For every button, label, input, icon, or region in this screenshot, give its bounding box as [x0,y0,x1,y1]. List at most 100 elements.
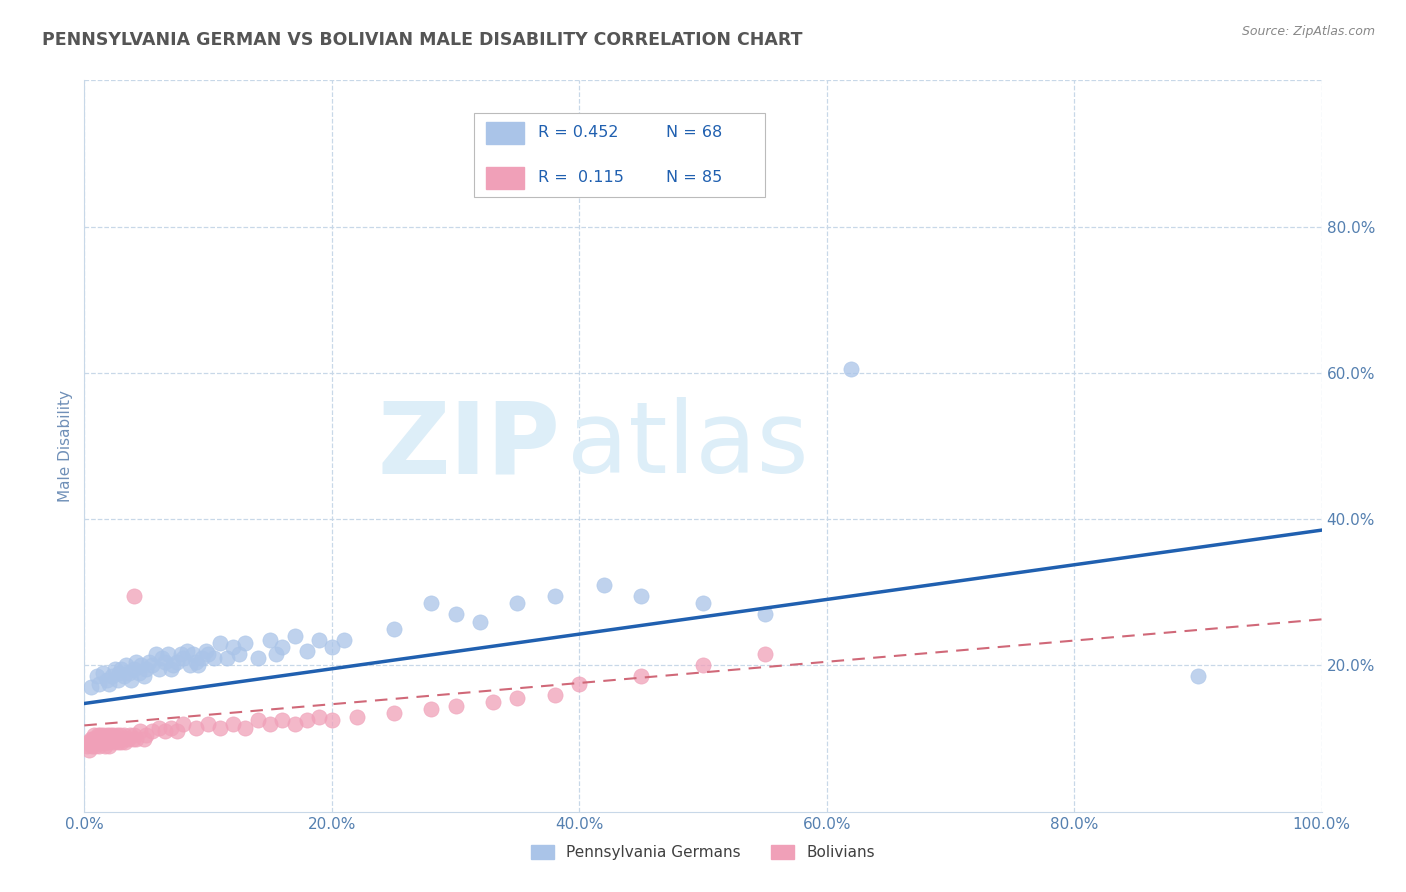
Point [321,640,343,655]
Point [141,658,163,673]
Point [90,731,112,746]
Point [105,728,128,742]
Point [148,662,170,676]
FancyBboxPatch shape [474,113,765,197]
Point [120,673,142,687]
Point [86,735,108,749]
Text: N = 68: N = 68 [666,126,723,140]
Text: R =  0.115: R = 0.115 [538,170,624,185]
Point [841,362,863,376]
Point [117,731,139,746]
Point [630,589,652,603]
Point [160,662,183,676]
Text: Source: ZipAtlas.com: Source: ZipAtlas.com [1241,25,1375,38]
Point [202,651,225,665]
Point [333,632,356,647]
Point [111,731,134,746]
Point [153,655,176,669]
Point [104,662,127,676]
Point [233,636,256,650]
Point [264,648,287,662]
Point [209,636,232,650]
Point [228,648,250,662]
Point [107,735,129,749]
Point [153,724,176,739]
Point [382,622,405,636]
Point [83,735,105,749]
Point [94,739,117,753]
Point [114,735,136,749]
Point [98,731,121,746]
Point [129,658,152,673]
Point [107,673,129,687]
Point [121,731,143,746]
Point [115,658,138,673]
Point [172,717,194,731]
Point [308,709,330,723]
Point [138,655,160,669]
Point [94,731,117,746]
Point [96,735,118,749]
Point [79,742,101,756]
Point [246,651,269,665]
Point [444,607,467,622]
Point [80,739,103,753]
Point [98,728,121,742]
Point [112,728,135,742]
Point [295,644,318,658]
Text: R = 0.452: R = 0.452 [538,126,619,140]
Point [87,728,110,742]
Point [135,728,157,742]
Point [145,648,167,662]
Point [132,731,155,746]
Point [222,640,245,655]
Point [184,721,207,735]
Point [103,735,125,749]
Point [91,728,114,742]
Point [470,615,492,629]
Point [1187,669,1209,683]
Point [284,717,307,731]
Point [141,724,163,739]
Point [209,721,232,735]
FancyBboxPatch shape [486,122,523,144]
Point [90,735,112,749]
Point [754,648,776,662]
Point [148,721,170,735]
Point [86,669,108,683]
Text: N = 85: N = 85 [666,170,723,185]
Point [76,739,98,753]
Point [77,735,100,749]
Point [79,731,101,746]
Point [246,714,269,728]
Point [187,658,209,673]
Point [98,739,121,753]
Point [271,640,294,655]
Point [382,706,405,720]
Point [172,651,194,665]
Point [215,651,238,665]
Point [96,728,118,742]
Y-axis label: Male Disability: Male Disability [58,390,73,502]
Point [191,651,214,665]
Point [194,644,217,658]
Point [593,578,616,592]
Point [184,655,207,669]
Point [120,728,142,742]
Point [82,731,104,746]
Point [308,632,330,647]
Point [79,735,101,749]
Point [568,676,591,690]
Point [108,731,131,746]
Point [122,589,145,603]
Point [122,728,145,742]
Point [98,676,121,690]
Point [506,596,529,610]
Point [83,728,105,742]
Point [419,702,441,716]
Point [110,662,132,676]
Point [754,607,776,622]
Point [93,731,115,746]
Point [419,596,441,610]
Point [89,728,111,742]
